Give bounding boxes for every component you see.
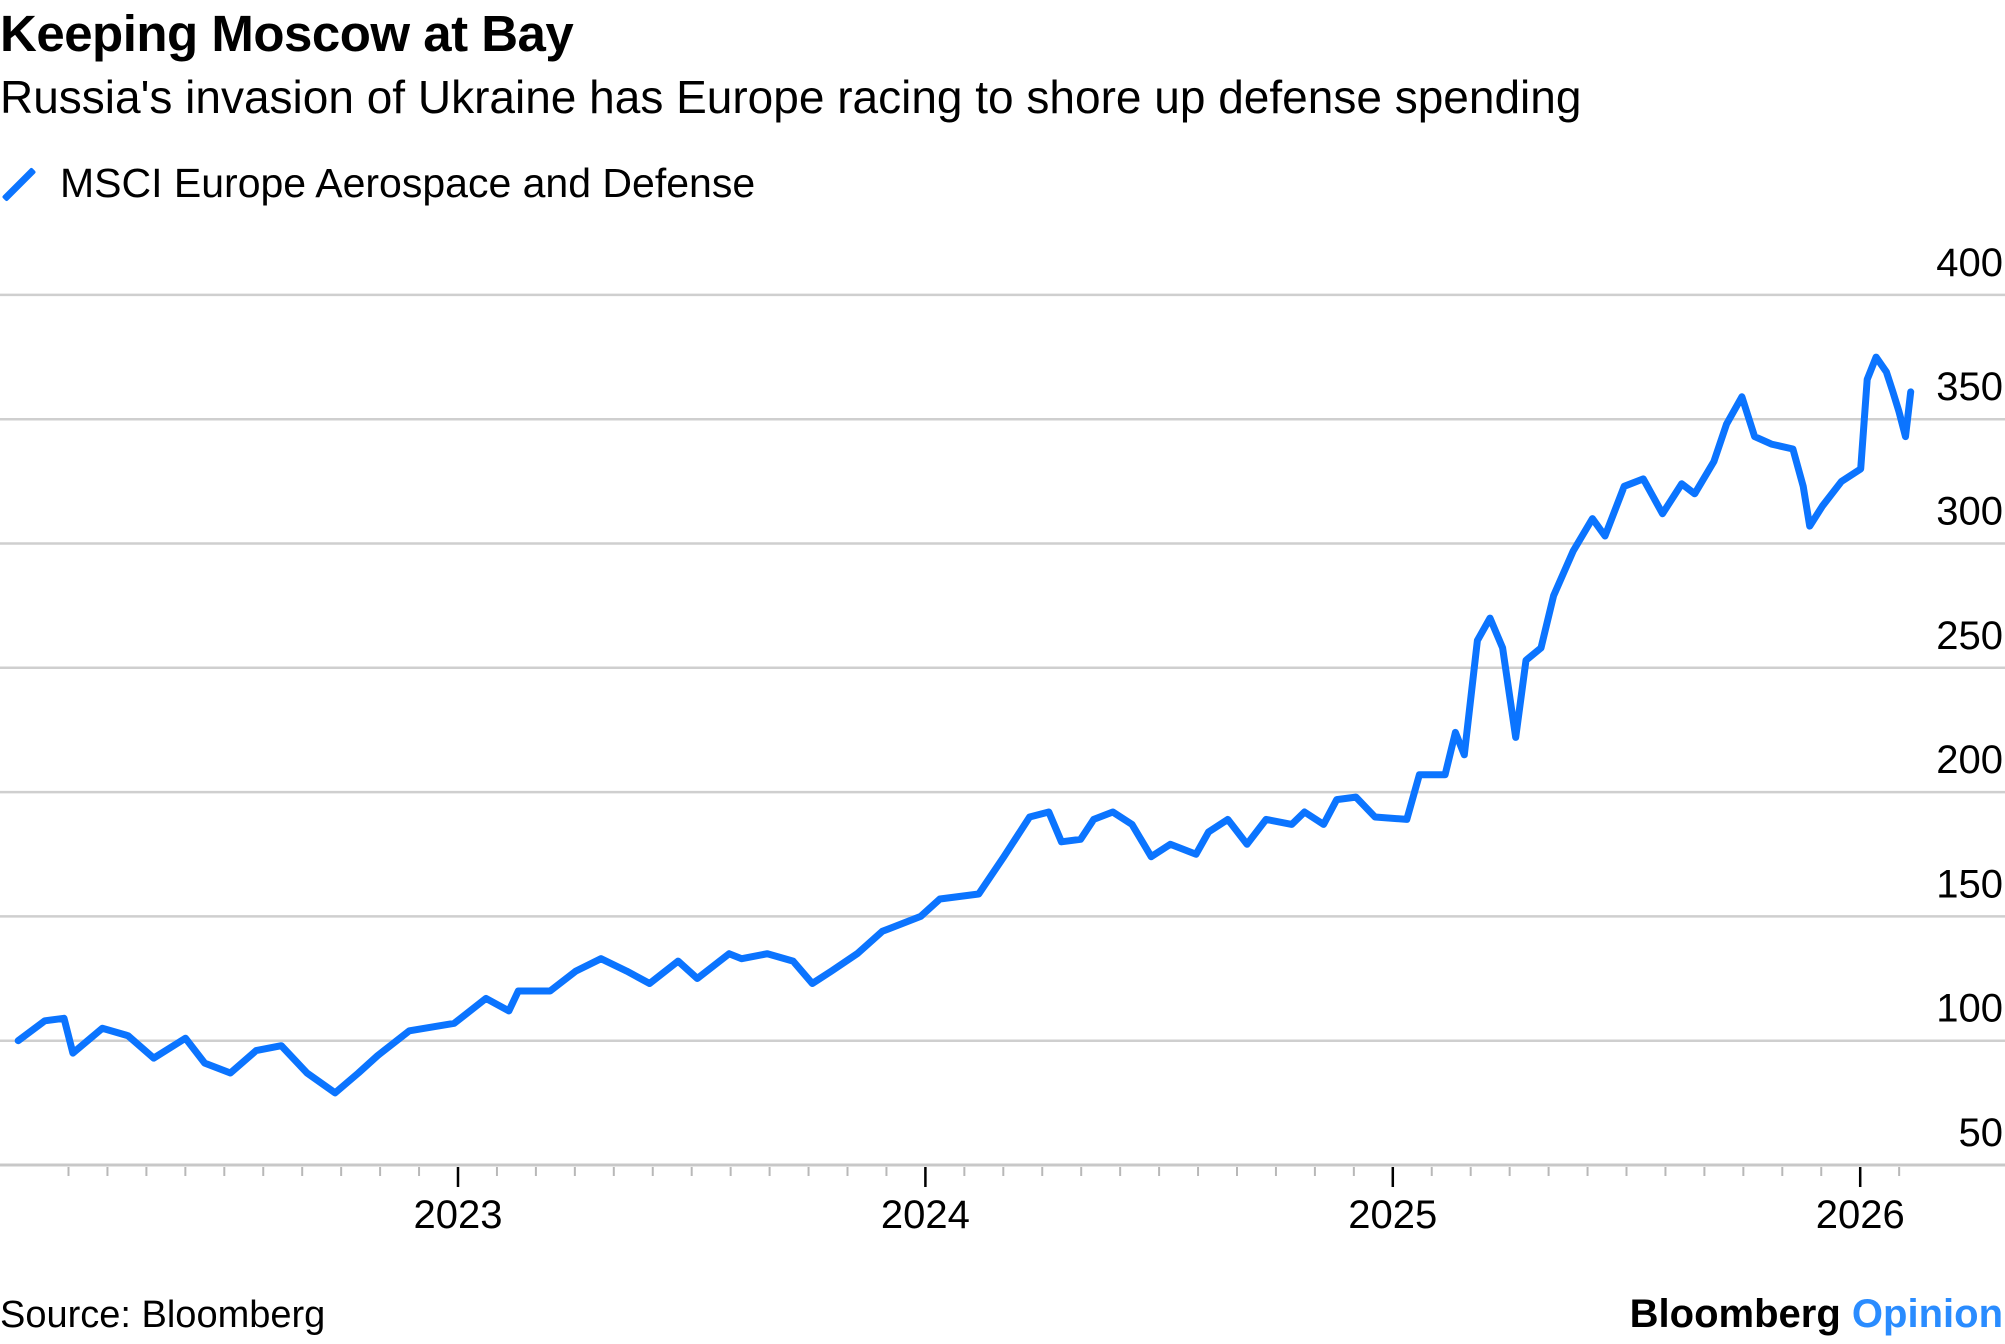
chart-subtitle: Russia's invasion of Ukraine has Europe … — [0, 71, 1582, 123]
y-tick-label: 200 — [1936, 738, 2003, 782]
legend-label: MSCI Europe Aerospace and Defense — [60, 160, 756, 206]
y-tick-label: 350 — [1936, 365, 2003, 409]
brand-suffix: Opinion — [1851, 1292, 2003, 1336]
y-tick-label: 50 — [1959, 1111, 2004, 1155]
y-tick-label: 300 — [1936, 490, 2003, 534]
source-note: Source: Bloomberg — [0, 1294, 326, 1336]
brand-name: Bloomberg — [1629, 1292, 1841, 1336]
y-tick-label: 400 — [1936, 241, 2003, 285]
series-layer — [14, 353, 1915, 1097]
gridlines — [0, 293, 2005, 1167]
legend: MSCI Europe Aerospace and Defense — [0, 160, 755, 207]
x-tick-label: 2024 — [881, 1193, 970, 1237]
y-tick-label: 250 — [1936, 614, 2003, 658]
series-line-msci-europe-aerospace-defense — [14, 353, 1915, 1097]
x-axis: 2023 2024 2025 2026 — [67, 1167, 1905, 1237]
y-tick-label: 100 — [1936, 987, 2003, 1031]
brand-logo: Bloomberg Opinion — [1630, 1292, 2003, 1337]
x-tick-label: 2023 — [414, 1193, 503, 1237]
y-axis-labels: 400 350 300 250 200 150 100 50 — [1936, 241, 2003, 1155]
x-tick-label: 2026 — [1816, 1193, 1905, 1237]
x-tick-label: 2025 — [1348, 1193, 1437, 1237]
y-tick-label: 150 — [1936, 862, 2003, 906]
chart-title: Keeping Moscow at Bay — [0, 5, 574, 62]
